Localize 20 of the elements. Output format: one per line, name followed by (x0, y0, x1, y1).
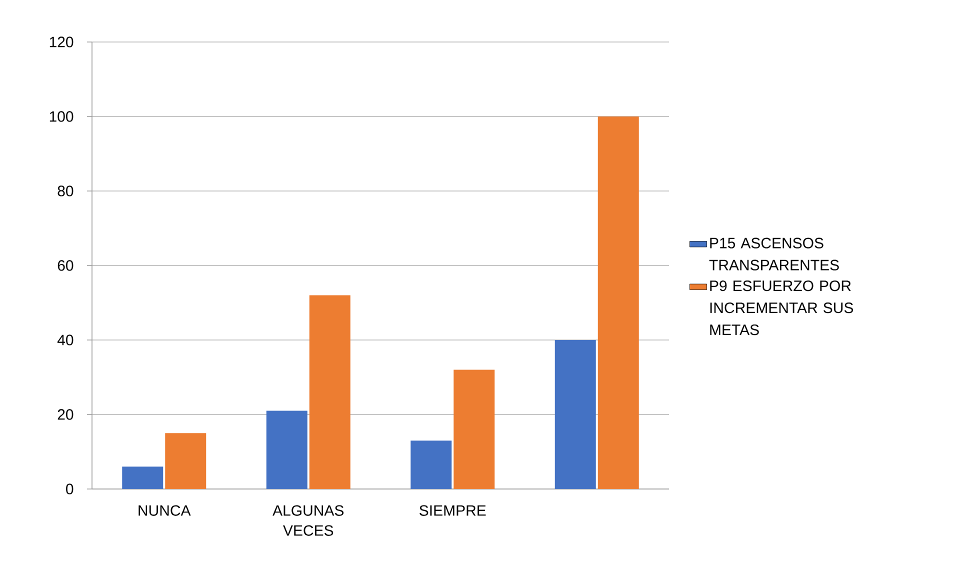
bar (598, 116, 639, 489)
bar (410, 440, 452, 489)
legend-label: P9 ESFUERZO POR INCREMENTAR SUS METAS (710, 280, 854, 336)
bar (165, 433, 206, 489)
legend-label: P15 ASCENSOS TRANSPARENTES (709, 238, 839, 270)
y-tick-label: 100 (50, 111, 74, 122)
y-tick-label: 80 (58, 186, 74, 196)
y-tick-label: 20 (58, 409, 74, 420)
x-tick-label: NUNCA (138, 505, 191, 516)
x-tick-label: SIEMPRE (420, 505, 486, 516)
bar (454, 370, 495, 489)
bar (266, 410, 308, 489)
y-tick-label: 120 (50, 36, 74, 48)
y-tick-label: 0 (66, 484, 74, 494)
y-tick-label: 40 (57, 334, 74, 346)
bar (122, 466, 164, 489)
y-tick-label: 60 (58, 260, 74, 271)
bar (554, 340, 596, 489)
bar (309, 295, 350, 489)
x-tick-label: ALGUNAS VECES (272, 505, 344, 536)
